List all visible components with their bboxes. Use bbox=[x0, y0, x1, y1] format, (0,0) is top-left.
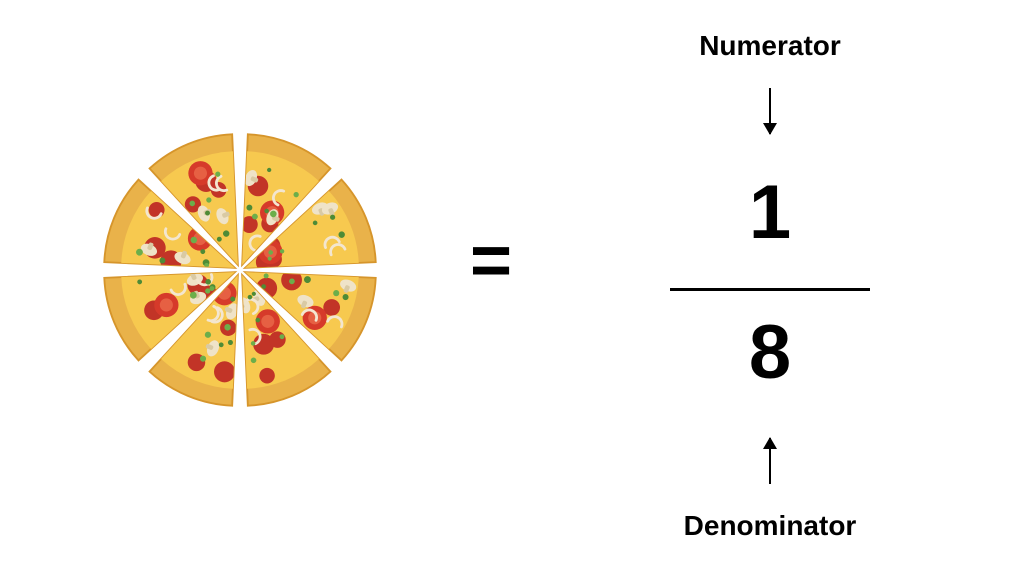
numerator-label: Numerator bbox=[640, 30, 900, 62]
arrow-up-icon bbox=[769, 438, 771, 484]
denominator-label: Denominator bbox=[640, 510, 900, 542]
pizza-svg bbox=[100, 130, 380, 410]
numerator-value: 1 bbox=[640, 175, 900, 251]
fraction-infographic: = Numerator 1 8 Denominator bbox=[0, 0, 1024, 576]
denominator-value: 8 bbox=[640, 315, 900, 391]
pizza-illustration bbox=[100, 130, 380, 410]
fraction-bar bbox=[670, 288, 870, 291]
arrow-down-icon bbox=[769, 88, 771, 134]
fraction-block: Numerator 1 8 Denominator bbox=[640, 0, 900, 576]
equals-sign: = bbox=[470, 225, 510, 297]
